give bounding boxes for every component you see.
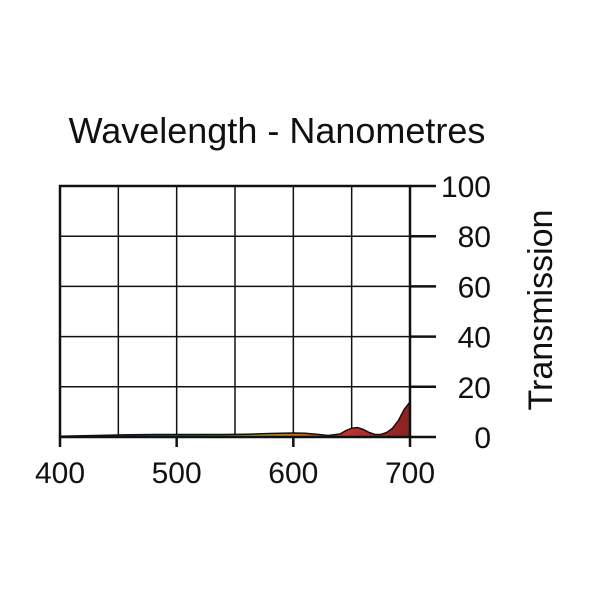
y-axis: 0 20 40 60 80 100 — [410, 171, 491, 455]
y-tick-label: 100 — [441, 171, 491, 204]
plot-frame — [58, 184, 412, 439]
x-tick-label: 400 — [35, 457, 85, 490]
series-line — [59, 401, 411, 437]
x-tick-label: 500 — [152, 457, 202, 490]
x-tick-label: 600 — [268, 457, 318, 490]
y-tick-label: 80 — [458, 221, 491, 254]
x-tick-label: 700 — [385, 457, 435, 490]
chart-title: Wavelength - Nanometres — [69, 110, 486, 151]
y-tick-label: 40 — [458, 322, 491, 355]
y-tick-label: 0 — [474, 422, 491, 455]
x-axis: 400 500 600 700 — [35, 437, 435, 490]
grid — [60, 186, 410, 437]
y-tick-label: 60 — [458, 271, 491, 304]
y-tick-label: 20 — [458, 372, 491, 405]
y-axis-label: Transmission — [522, 210, 560, 411]
